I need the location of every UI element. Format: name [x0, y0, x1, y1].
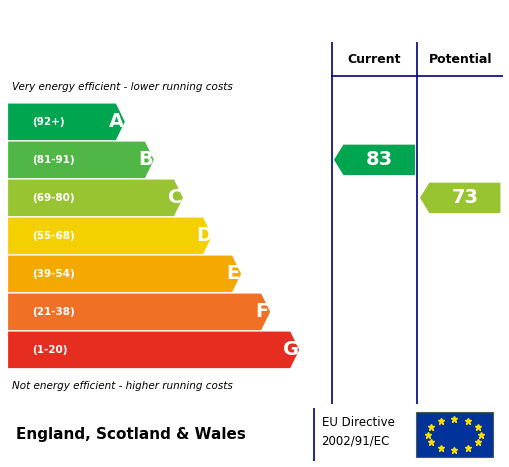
Text: (39-54): (39-54) — [32, 269, 75, 279]
Text: Very energy efficient - lower running costs: Very energy efficient - lower running co… — [12, 82, 233, 92]
Polygon shape — [420, 183, 500, 213]
Text: C: C — [168, 188, 182, 207]
Text: (69-80): (69-80) — [32, 193, 74, 203]
Polygon shape — [8, 294, 270, 330]
Text: F: F — [256, 302, 269, 321]
Polygon shape — [8, 218, 212, 254]
Text: (55-68): (55-68) — [32, 231, 75, 241]
Text: (92+): (92+) — [32, 117, 65, 127]
Text: (81-91): (81-91) — [32, 155, 74, 165]
Text: EU Directive
2002/91/EC: EU Directive 2002/91/EC — [322, 417, 394, 447]
Text: 83: 83 — [365, 150, 393, 170]
Text: E: E — [227, 264, 240, 283]
Polygon shape — [8, 104, 125, 140]
Text: Not energy efficient - higher running costs: Not energy efficient - higher running co… — [12, 381, 233, 391]
Text: 73: 73 — [451, 188, 478, 207]
Text: B: B — [138, 150, 153, 170]
Text: (21-38): (21-38) — [32, 307, 75, 317]
Polygon shape — [8, 179, 183, 216]
Polygon shape — [8, 332, 299, 368]
Text: Potential: Potential — [429, 53, 492, 66]
Bar — [416, 412, 493, 457]
Text: Current: Current — [348, 53, 401, 66]
Polygon shape — [8, 142, 154, 178]
Text: D: D — [196, 226, 212, 245]
Text: (1-20): (1-20) — [32, 345, 67, 355]
Text: England, Scotland & Wales: England, Scotland & Wales — [16, 427, 246, 442]
Text: A: A — [109, 113, 125, 131]
Text: G: G — [283, 340, 299, 359]
Text: Energy Efficiency Rating: Energy Efficiency Rating — [92, 11, 417, 35]
Polygon shape — [8, 255, 241, 292]
Polygon shape — [334, 145, 415, 175]
